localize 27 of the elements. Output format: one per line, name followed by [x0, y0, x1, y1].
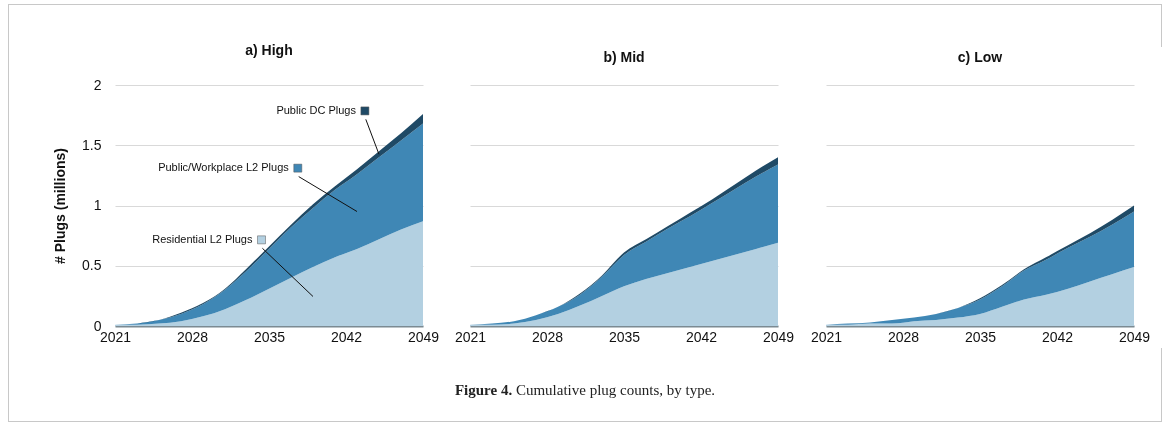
x-tick-label: 2021 — [810, 328, 843, 345]
y-tick-label: 1 — [93, 197, 102, 213]
x-tick-label: 2042 — [330, 328, 363, 345]
legend-label: Residential L2 Plugs — [152, 232, 253, 245]
x-tick-label: 2028 — [531, 328, 564, 345]
x-tick-label: 2035 — [964, 328, 997, 345]
x-tick-label: 2028 — [176, 328, 209, 345]
chart-title: b) Mid — [603, 49, 645, 65]
caption: Figure 4. Cumulative plug counts, by type. — [453, 382, 717, 399]
x-tick-label: 2049 — [762, 328, 795, 345]
x-tick-label: 2042 — [1041, 328, 1074, 345]
y-tick-label: 0.5 — [82, 257, 102, 274]
x-tick-label: 2049 — [1118, 328, 1151, 345]
x-tick-label: 2021 — [454, 328, 487, 345]
y-tick-label: 2 — [93, 76, 102, 93]
x-tick-label: 2042 — [685, 328, 718, 345]
chart-title: c) Low — [957, 49, 1003, 65]
legend-label: Public/Workplace L2 Plugs — [158, 161, 290, 174]
x-tick-label: 2028 — [887, 328, 920, 345]
y-axis-title: # Plugs (millions) — [52, 148, 69, 264]
chart-title: a) High — [245, 42, 293, 58]
x-tick-label: 2035 — [608, 328, 641, 345]
x-tick-label: 2035 — [253, 328, 286, 345]
y-tick-label: 0 — [93, 317, 102, 334]
legend-label: Public DC Plugs — [276, 103, 357, 116]
y-tick-label: 1.5 — [82, 136, 102, 153]
x-tick-label: 2049 — [407, 328, 440, 345]
